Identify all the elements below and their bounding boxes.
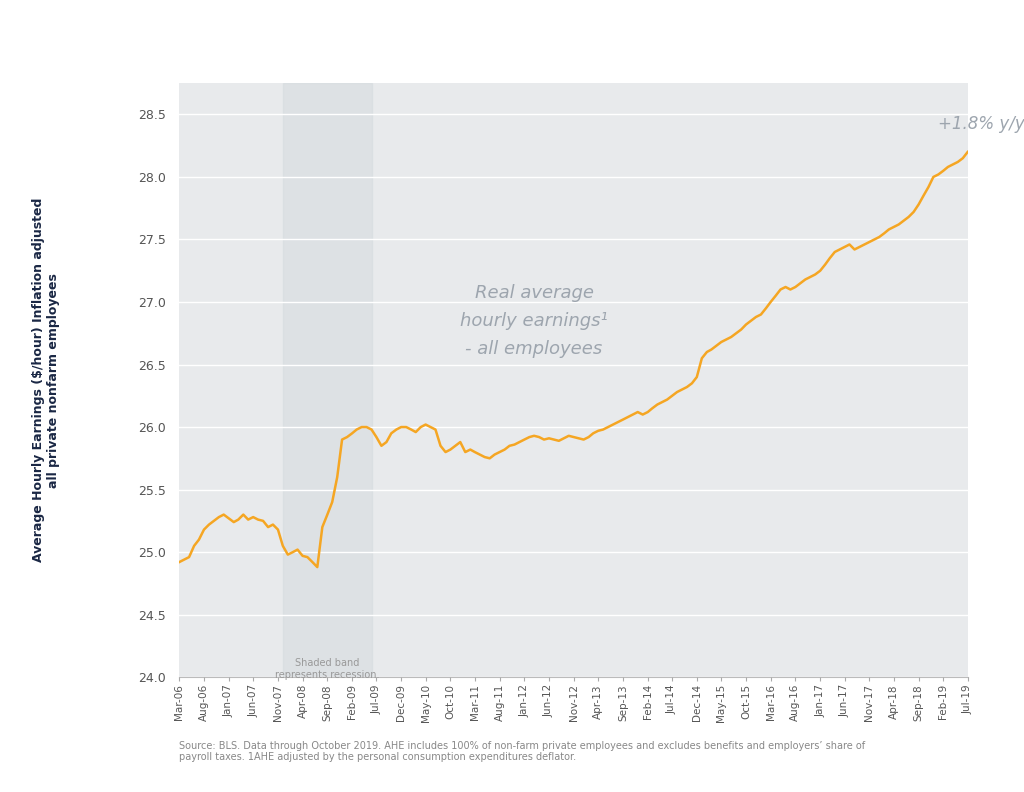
Text: Shaded band
represents recession.: Shaded band represents recession. <box>275 658 380 680</box>
Text: Average Hourly Earnings ($/hour) Inflation adjusted
all private nonfarm employee: Average Hourly Earnings ($/hour) Inflati… <box>32 198 60 562</box>
Text: +1.8% y/y: +1.8% y/y <box>938 116 1024 133</box>
Bar <box>283 83 372 677</box>
Text: Source: BLS. Data through October 2019. AHE includes 100% of non-farm private em: Source: BLS. Data through October 2019. … <box>179 741 865 762</box>
Text: Real average
hourly earnings¹
- all employees: Real average hourly earnings¹ - all empl… <box>460 284 608 357</box>
